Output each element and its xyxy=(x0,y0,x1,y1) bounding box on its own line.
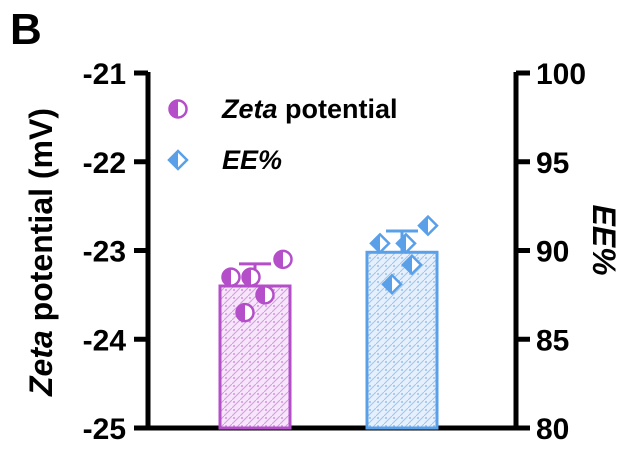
data-point-zeta xyxy=(241,267,261,287)
legend-marker-ee xyxy=(167,149,189,171)
data-point-zeta xyxy=(235,302,255,323)
data-points xyxy=(221,214,439,323)
legend-half-diamond-icon xyxy=(167,149,189,171)
legend-item-zeta: Zeta potential xyxy=(168,94,398,124)
data-point-zeta xyxy=(273,249,293,270)
left-axis-title: Zeta potential (mV) xyxy=(23,108,59,397)
svg-text:Zeta potential (mV): Zeta potential (mV) xyxy=(23,108,59,397)
legend-item-ee: EE% xyxy=(167,145,282,175)
bar-ee xyxy=(365,250,439,430)
legend-label-zeta-rest: potential xyxy=(278,94,398,124)
data-point-ee xyxy=(369,232,391,255)
left-axis-title-italic: Zeta xyxy=(23,330,59,397)
right-tick-label: 80 xyxy=(536,413,569,446)
right-tick-label: 100 xyxy=(536,58,586,91)
data-point-ee xyxy=(401,253,423,276)
legend-half-circle-icon xyxy=(168,99,188,119)
left-tick-label: -24 xyxy=(83,324,127,357)
svg-text:Zeta potential: Zeta potential xyxy=(221,94,398,124)
left-axis-title-rest: potential (mV) xyxy=(23,108,59,330)
legend-marker-zeta xyxy=(168,99,188,119)
legend: Zeta potential EE% xyxy=(167,94,398,175)
panel-label: B xyxy=(10,5,42,54)
left-tick-label: -25 xyxy=(83,413,126,446)
legend-label-ee-italic: EE% xyxy=(222,145,282,175)
data-point-zeta xyxy=(255,285,275,305)
right-axis-title-text: EE% xyxy=(586,204,622,275)
data-point-ee xyxy=(417,214,439,237)
left-tick-label: -23 xyxy=(83,236,126,269)
bar-zeta xyxy=(218,284,292,430)
data-point-ee xyxy=(381,273,403,295)
svg-text:EE%: EE% xyxy=(222,145,282,175)
data-point-ee xyxy=(395,232,417,255)
axes: -21 -22 -23 -24 -25 100 95 90 85 80 xyxy=(83,58,586,446)
legend-label-zeta-italic: Zeta xyxy=(221,94,278,124)
right-tick-label: 90 xyxy=(536,236,569,269)
right-tick-label: 95 xyxy=(536,147,569,180)
left-tick-label: -21 xyxy=(83,58,126,91)
data-point-zeta xyxy=(221,267,241,287)
right-tick-label: 85 xyxy=(536,324,569,357)
right-axis-title: EE% xyxy=(586,204,622,275)
left-tick-label: -22 xyxy=(83,147,126,180)
